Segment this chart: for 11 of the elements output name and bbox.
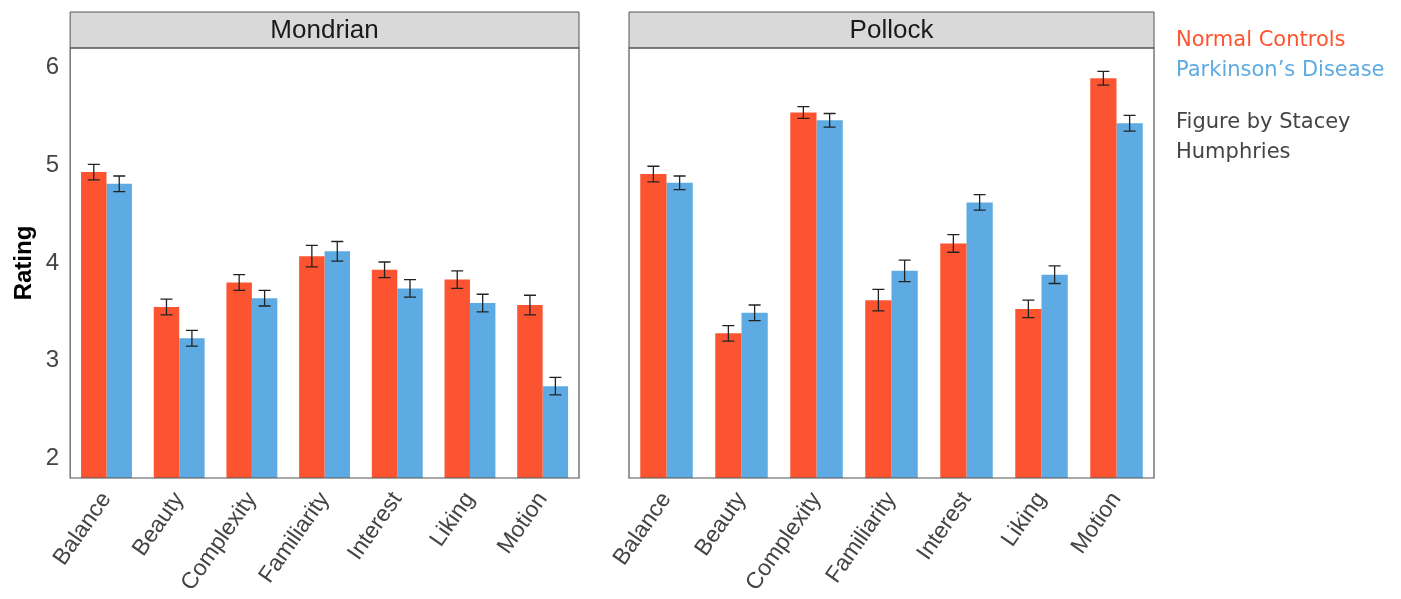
y-tick-label: 3	[45, 345, 60, 373]
text: Figure by Stacey Humphries	[1176, 108, 1352, 165]
chart-title: Mondrian	[270, 14, 379, 45]
y-axis-title: Rating	[9, 225, 37, 301]
text: Normal Controls	[1176, 26, 1347, 53]
text: Parkinson’s Disease	[1176, 56, 1386, 83]
chart-title: Pollock	[849, 14, 935, 45]
y-tick-label: 2	[45, 443, 60, 471]
y-tick-label: 6	[45, 52, 60, 80]
y-tick-label: 5	[45, 149, 60, 177]
y-tick-label: 4	[45, 247, 60, 275]
